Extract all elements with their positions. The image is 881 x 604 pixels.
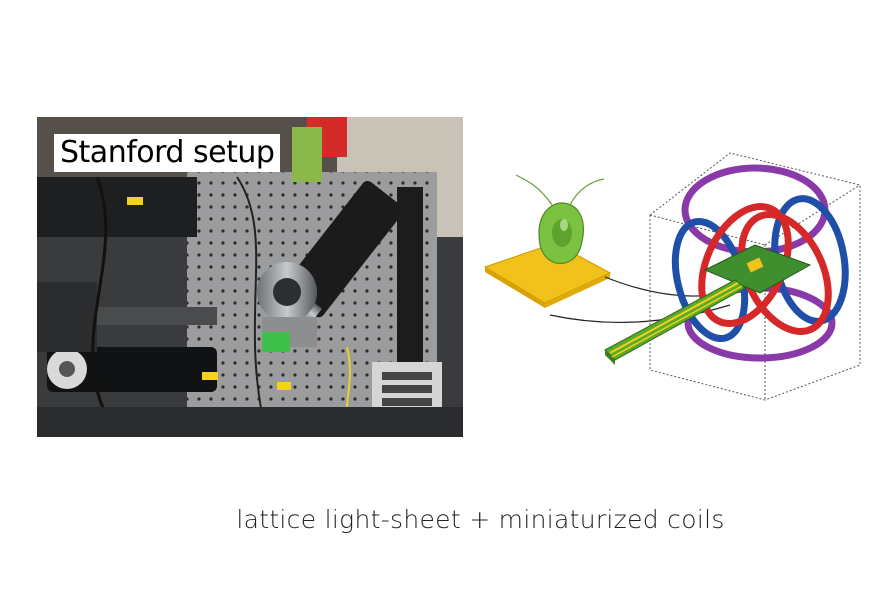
cell-icon [515,174,605,265]
coil-schematic-illustration [483,152,861,401]
laser-tube [47,347,217,392]
coil-schematic [480,145,870,420]
caption: lattice light-sheet + miniaturized coils [236,505,725,534]
photo-label: Stanford setup [54,134,281,172]
sample-arm [604,279,746,365]
